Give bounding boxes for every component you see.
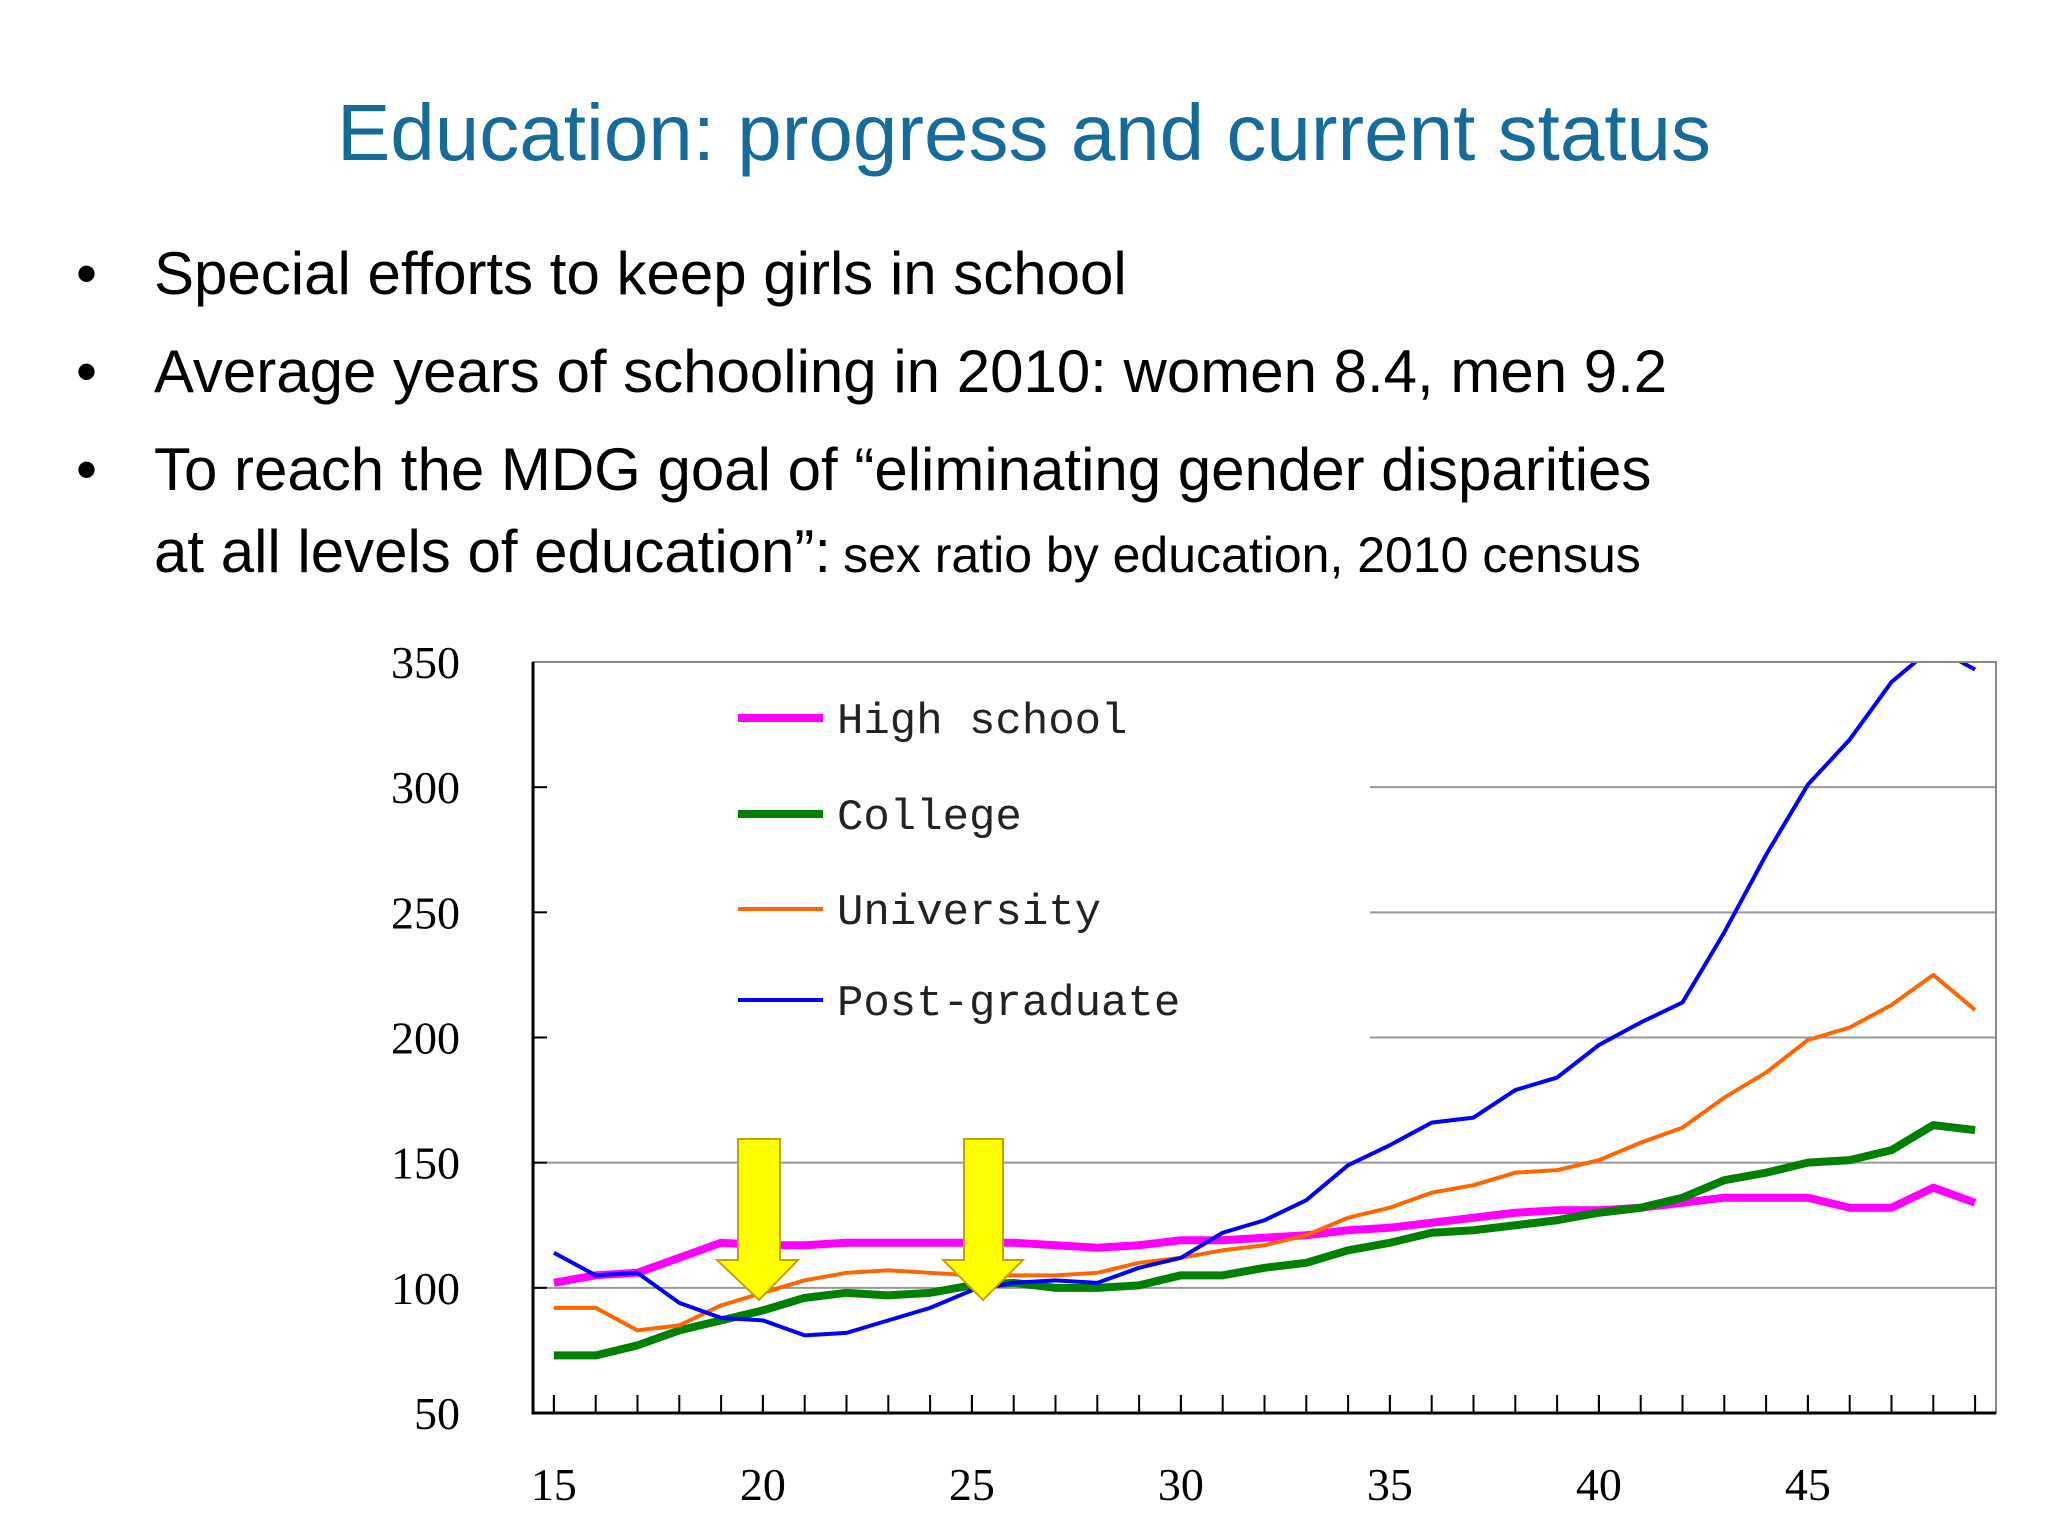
legend-label: College [837,793,1022,843]
legend-label: High school [837,697,1127,747]
y-tick-label: 150 [391,1138,460,1189]
series-line [553,972,1977,1333]
legend-label: Post-graduate [837,979,1180,1029]
bullet-dot: • [76,436,97,503]
x-tick-label: 45 [1785,1459,1831,1510]
x-tick-label: 40 [1576,1459,1622,1510]
x-tick-label: 30 [1158,1459,1204,1510]
bullet-text: at all levels of education”: [154,518,831,585]
bullet-dot: • [76,240,97,307]
y-tick-label: 200 [391,1013,460,1064]
x-tick-label: 25 [949,1459,995,1510]
arrow [940,1138,1026,1302]
y-tick-label: 350 [391,637,460,688]
x-tick-label: 35 [1367,1459,1413,1510]
y-tick-label: 50 [414,1388,460,1439]
bullet: To reach the MDG goal of “eliminating ge… [154,436,1651,503]
x-tick-label: 15 [531,1459,577,1510]
bullet: Special efforts to keep girls in school [154,240,1127,307]
y-tick-label: 250 [391,887,460,938]
y-tick-label: 300 [391,762,460,813]
axis-line [531,662,1996,1415]
legend-label: University [837,888,1101,938]
y-tick-label: 100 [391,1263,460,1314]
bullet: Average years of schooling in 2010: wome… [154,338,1667,405]
bullet: at all levels of education”: sex ratio by… [154,518,1641,585]
series-line [553,1183,1977,1287]
legend-box [534,663,1370,1045]
slide-title: Education: progress and current status [337,88,1711,177]
arrow [714,1138,801,1302]
series-line [553,1121,1976,1360]
bullet-note: sex ratio by education, 2010 census [843,527,1641,583]
x-tick-label: 20 [740,1459,786,1510]
bullet-dot: • [76,338,97,405]
series-line [552,662,1977,1338]
